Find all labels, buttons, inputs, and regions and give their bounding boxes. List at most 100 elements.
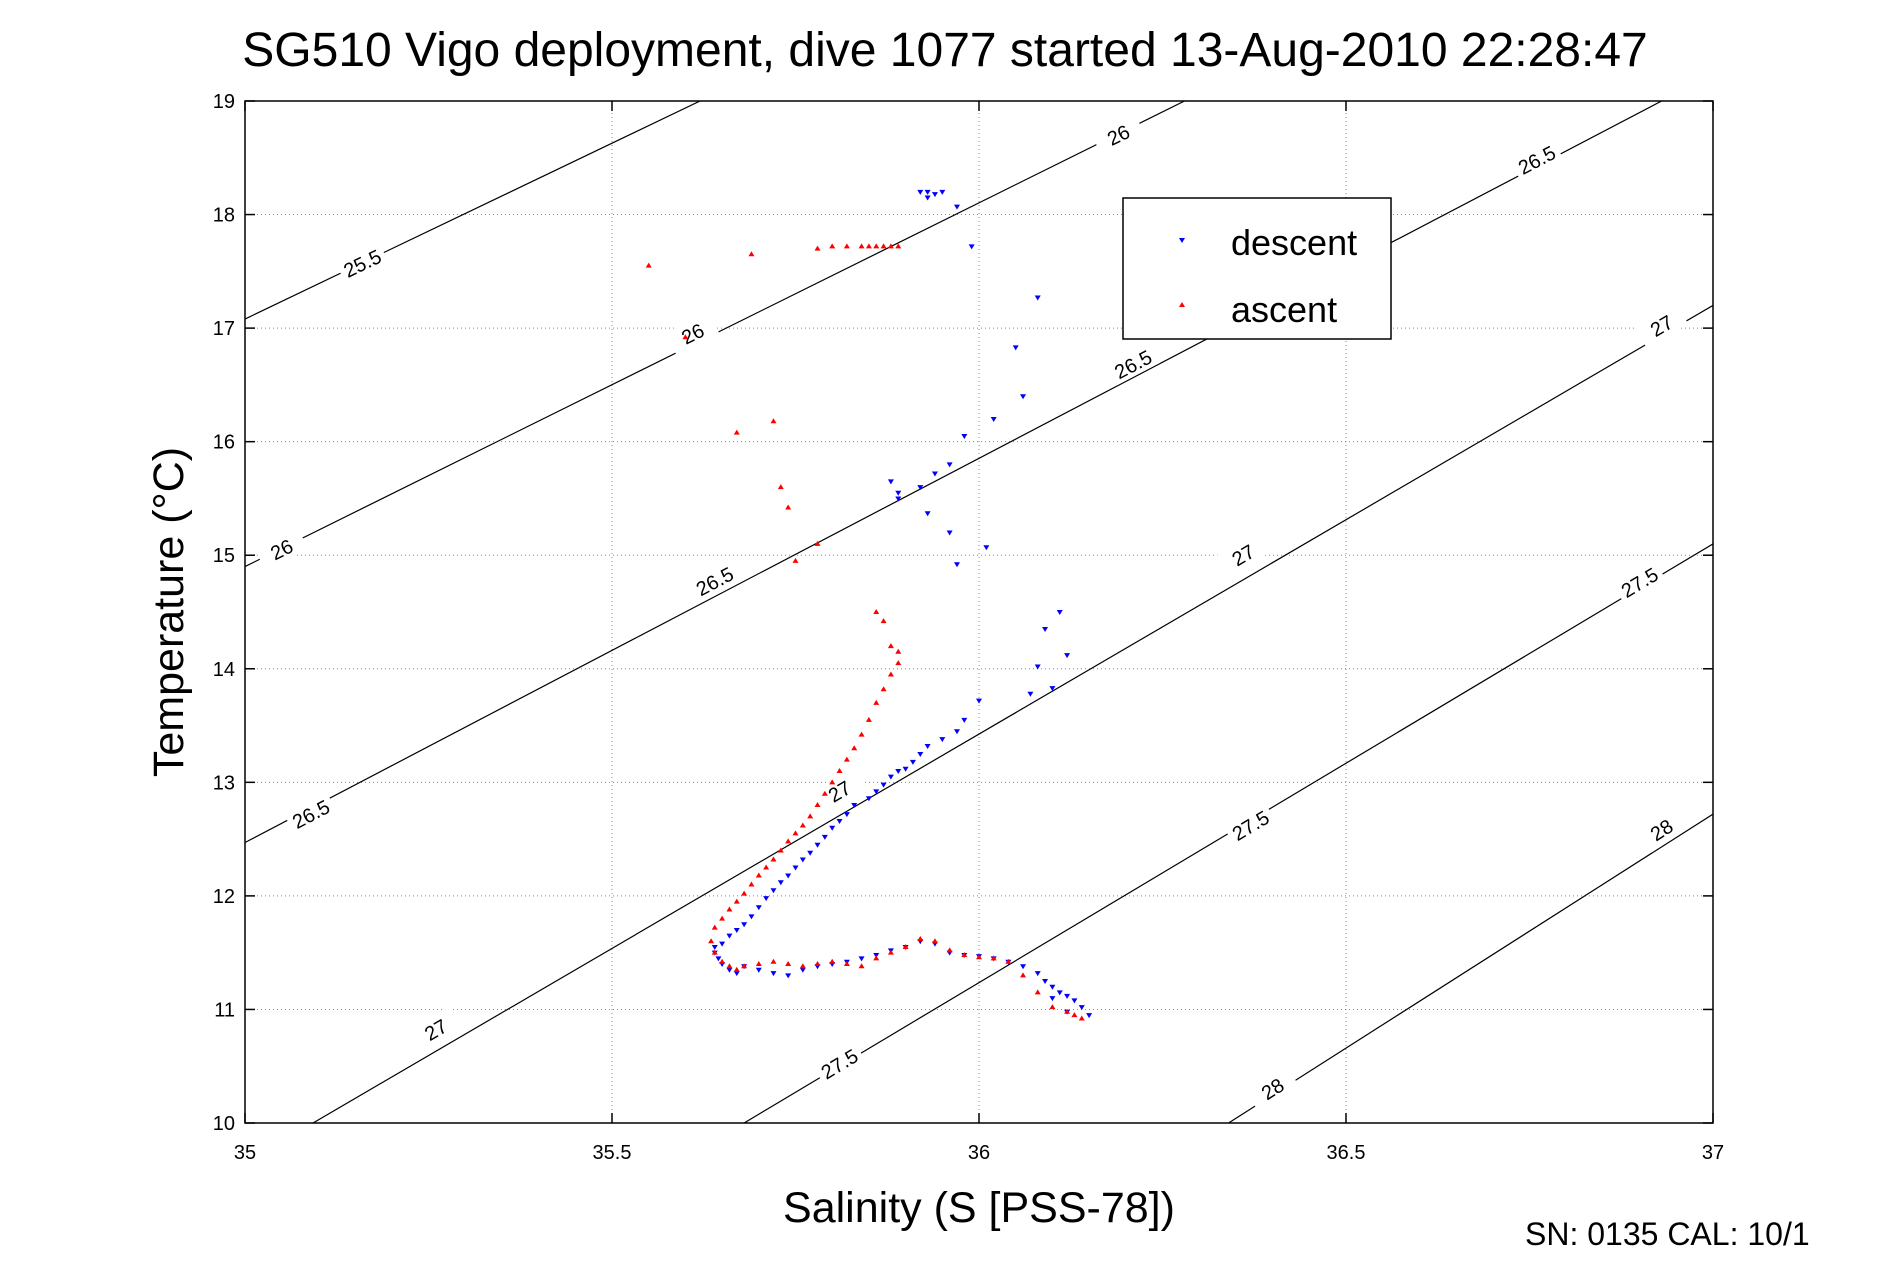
ascent-point bbox=[770, 958, 777, 964]
contour-label-bg bbox=[1612, 559, 1666, 605]
ascent-series bbox=[645, 243, 1085, 1021]
x-tick-label: 37 bbox=[1702, 1142, 1724, 1164]
legend-descent-marker bbox=[1179, 238, 1185, 243]
y-tick-label: 13 bbox=[213, 772, 235, 794]
descent-point bbox=[843, 812, 850, 818]
descent-point bbox=[895, 496, 902, 502]
contour-label-bg bbox=[1215, 531, 1270, 577]
ascent-point bbox=[887, 949, 894, 955]
contour-label-bg bbox=[254, 527, 309, 571]
ascent-point bbox=[748, 251, 755, 257]
legend-ascent-marker bbox=[1179, 302, 1185, 307]
descent-point bbox=[748, 914, 755, 920]
descent-point bbox=[1064, 993, 1071, 999]
descent-series bbox=[711, 189, 1093, 1019]
ascent-point bbox=[741, 890, 748, 896]
descent-point bbox=[990, 416, 997, 422]
ascent-point bbox=[814, 802, 821, 808]
ascent-point bbox=[799, 822, 806, 828]
descent-point bbox=[1086, 1013, 1093, 1019]
y-tick-label: 14 bbox=[213, 659, 235, 681]
contour-label-bg bbox=[1223, 802, 1277, 848]
descent-point bbox=[917, 751, 924, 757]
ascent-point bbox=[792, 557, 799, 563]
descent-point bbox=[799, 967, 806, 973]
x-axis-ticks: 35 35.5 36 36.5 37 bbox=[234, 101, 1724, 1164]
ascent-point bbox=[880, 618, 887, 624]
ascent-point bbox=[895, 660, 902, 666]
descent-point bbox=[887, 479, 894, 485]
ascent-point bbox=[895, 243, 902, 249]
descent-point bbox=[726, 933, 733, 939]
descent-point bbox=[917, 189, 924, 195]
ascent-point bbox=[719, 958, 726, 964]
contour-label-bg bbox=[1509, 137, 1564, 181]
ascent-point bbox=[785, 838, 792, 844]
descent-point bbox=[953, 204, 960, 210]
descent-point bbox=[821, 834, 828, 840]
ascent-point bbox=[858, 731, 865, 737]
contour-label-bg bbox=[408, 1006, 463, 1052]
contour-label-bg bbox=[283, 791, 338, 836]
ascent-point bbox=[741, 963, 748, 969]
descent-point bbox=[1056, 990, 1063, 996]
descent-point bbox=[1049, 984, 1056, 990]
ascent-point bbox=[792, 830, 799, 836]
descent-point bbox=[983, 545, 990, 551]
ascent-point bbox=[777, 484, 784, 490]
ascent-point bbox=[843, 756, 850, 762]
descent-point bbox=[924, 511, 931, 517]
descent-point bbox=[1064, 653, 1071, 659]
descent-point bbox=[976, 698, 982, 704]
grid-lines bbox=[245, 101, 1713, 1123]
descent-point bbox=[792, 865, 799, 871]
ascent-point bbox=[1078, 1015, 1085, 1021]
ascent-point bbox=[814, 245, 821, 251]
descent-point bbox=[895, 768, 902, 774]
descent-point bbox=[1012, 345, 1019, 351]
ascent-point bbox=[851, 745, 858, 751]
isopycnal-line bbox=[245, 101, 1662, 844]
x-tick-label: 36 bbox=[968, 1142, 990, 1164]
descent-point bbox=[733, 971, 740, 977]
descent-point bbox=[1056, 610, 1063, 615]
x-tick-label: 36.5 bbox=[1327, 1142, 1366, 1164]
x-axis-label: Salinity (S [PSS-78]) bbox=[783, 1184, 1175, 1232]
descent-point bbox=[1078, 1005, 1085, 1011]
descent-point bbox=[711, 944, 718, 950]
ascent-point bbox=[961, 951, 968, 957]
y-tick-label: 10 bbox=[213, 1113, 235, 1135]
ascent-point bbox=[887, 243, 894, 249]
descent-point bbox=[953, 729, 960, 735]
ascent-point bbox=[814, 961, 821, 967]
contour-label-bg bbox=[687, 558, 742, 603]
descent-point bbox=[807, 850, 814, 856]
serial-calibration-footer: SN: 0135 CAL: 10/1 bbox=[1525, 1216, 1810, 1252]
contour-label-bg bbox=[1634, 806, 1688, 853]
y-tick-label: 16 bbox=[213, 432, 235, 454]
ascent-point bbox=[770, 418, 777, 424]
ascent-point bbox=[873, 955, 880, 961]
chart-title: SG510 Vigo deployment, dive 1077 started… bbox=[242, 24, 1647, 77]
y-tick-label: 19 bbox=[213, 91, 235, 113]
ascent-point bbox=[931, 938, 938, 944]
ascent-point bbox=[733, 898, 740, 904]
descent-point bbox=[1034, 971, 1041, 977]
ascent-point bbox=[880, 243, 887, 249]
legend-ascent-label: ascent bbox=[1231, 289, 1337, 330]
legend-descent-label: descent bbox=[1231, 222, 1357, 263]
descent-point bbox=[755, 967, 762, 973]
ascent-point bbox=[917, 936, 924, 942]
x-tick-label: 35 bbox=[234, 1142, 256, 1164]
contour-label-bg bbox=[1091, 112, 1145, 156]
descent-point bbox=[851, 803, 858, 809]
descent-point bbox=[887, 774, 894, 780]
y-tick-label: 11 bbox=[214, 999, 235, 1021]
ascent-point bbox=[887, 671, 894, 677]
ascent-point bbox=[755, 872, 762, 878]
descent-point bbox=[865, 796, 872, 802]
ascent-point bbox=[777, 847, 784, 853]
ascent-point bbox=[865, 243, 872, 249]
descent-point bbox=[785, 873, 792, 879]
